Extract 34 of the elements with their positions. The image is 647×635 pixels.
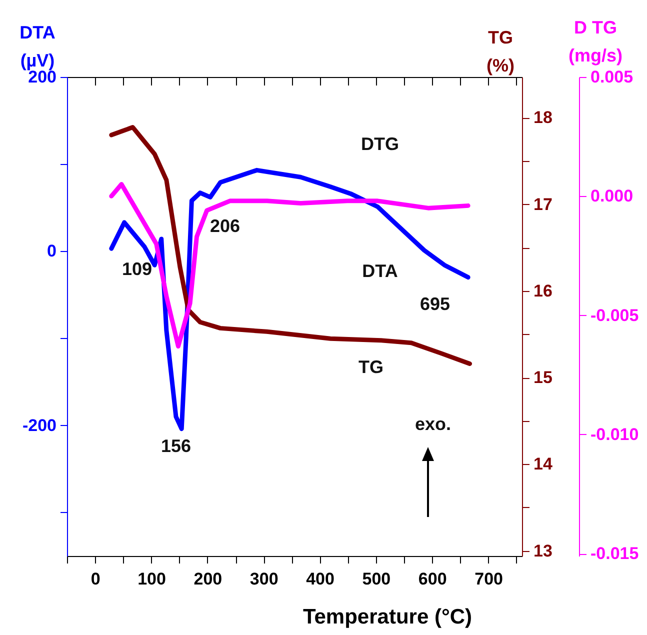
annotation: 695 [420, 294, 450, 314]
annotation: TG [358, 357, 384, 377]
x-tick-label: 100 [138, 570, 166, 588]
x-tick-label: 500 [362, 570, 391, 588]
y2-tick-label: 13 [534, 541, 552, 560]
y2-tick-label: 15 [534, 368, 552, 388]
y3-tick-label: 0.000 [590, 186, 634, 206]
annotation: DTA [362, 261, 398, 281]
annotation: 109 [122, 259, 152, 279]
annotation: DTG [361, 134, 399, 154]
y2-tick-label: 17 [534, 194, 552, 214]
y2-axis-title: TG (%) [486, 28, 514, 76]
y3-tick-label: -0.010 [590, 424, 639, 444]
annotation: exo. [414, 414, 452, 434]
x-tick-label: 700 [474, 570, 503, 588]
x-tick-label: 300 [250, 570, 278, 588]
x-tick-label: 200 [194, 570, 222, 588]
annotation: 156 [160, 436, 192, 456]
y3-tick-label: 0.005 [590, 68, 634, 86]
x-tick-label: 0 [90, 570, 100, 588]
y-tick-label: 0 [47, 242, 56, 261]
y3-axis-title: D TG (mg/s) [568, 18, 623, 66]
y-tick-label: -200 [22, 416, 56, 435]
line-series [109, 168, 470, 432]
y2-tick-label: 18 [534, 108, 552, 128]
x-axis-title: Temperature (°C) [302, 606, 472, 628]
y2-tick-label: 14 [534, 454, 553, 474]
x-tick-label: 400 [306, 570, 334, 588]
y2-tick-label: 16 [534, 281, 552, 300]
y3-tick-label: -0.015 [590, 544, 639, 564]
x-tick-label: 600 [418, 570, 447, 588]
y3-tick-label: -0.005 [590, 306, 639, 325]
annotation: 206 [210, 216, 240, 236]
line-series [109, 182, 470, 349]
